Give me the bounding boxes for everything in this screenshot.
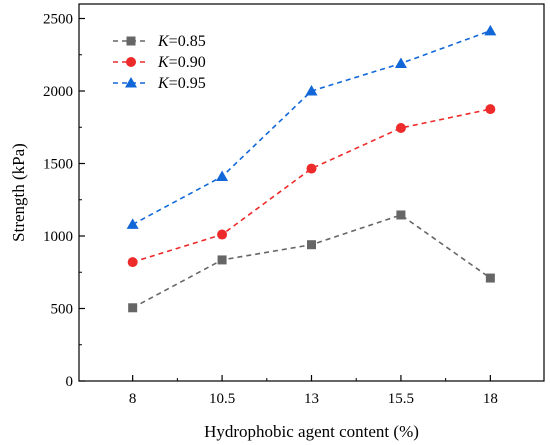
data-point	[485, 273, 495, 283]
y-tick-label: 1500	[43, 157, 73, 173]
x-tick-label: 13	[304, 391, 319, 407]
data-point	[217, 229, 228, 240]
plot-frame	[78, 3, 545, 382]
legend-label: K=0.95	[157, 75, 206, 92]
series-line	[132, 214, 491, 309]
legend: K=0.85 K=0.90 K=0.95	[113, 33, 206, 92]
data-point	[216, 170, 229, 182]
data-point	[306, 163, 317, 174]
x-axis-title: Hydrophobic agent content (%)	[204, 422, 419, 441]
series-2	[127, 104, 496, 268]
legend-marker	[126, 36, 136, 46]
data-point	[396, 210, 406, 220]
legend-marker	[125, 77, 137, 88]
data-point	[485, 104, 496, 115]
legend-label: K=0.90	[157, 54, 206, 71]
data-point	[395, 122, 406, 133]
series-3	[126, 24, 497, 229]
y-tick-label: 0	[66, 374, 74, 390]
data-point	[127, 257, 138, 268]
x-tick-label: 10.5	[209, 391, 235, 407]
x-tick-label: 18	[483, 391, 498, 407]
x-tick-label: 8	[129, 391, 137, 407]
data-point	[307, 240, 316, 250]
data-point	[305, 85, 318, 96]
legend-item: K=0.90	[113, 54, 206, 71]
series-line	[132, 108, 491, 263]
y-axis-title: Strength (kPa)	[9, 143, 28, 242]
y-tick-label: 1000	[43, 229, 73, 245]
data-point	[394, 57, 407, 68]
legend-item: K=0.95	[113, 75, 206, 92]
data-point	[484, 24, 497, 36]
y-tick-label: 500	[51, 302, 74, 318]
plot-area: 0 500 1000 1500 2000 2500 8 10.5 13 15.5 18	[43, 3, 545, 407]
series-1	[128, 210, 495, 313]
data-point	[126, 218, 139, 229]
legend-label: K=0.85	[157, 33, 206, 50]
x-tick-label: 15.5	[388, 391, 414, 407]
legend-item: K=0.85	[113, 33, 206, 50]
y-tick-label: 2500	[43, 12, 73, 28]
data-point	[217, 255, 227, 265]
data-point	[128, 303, 138, 313]
y-tick-label: 2000	[43, 84, 73, 100]
legend-marker	[126, 57, 136, 67]
